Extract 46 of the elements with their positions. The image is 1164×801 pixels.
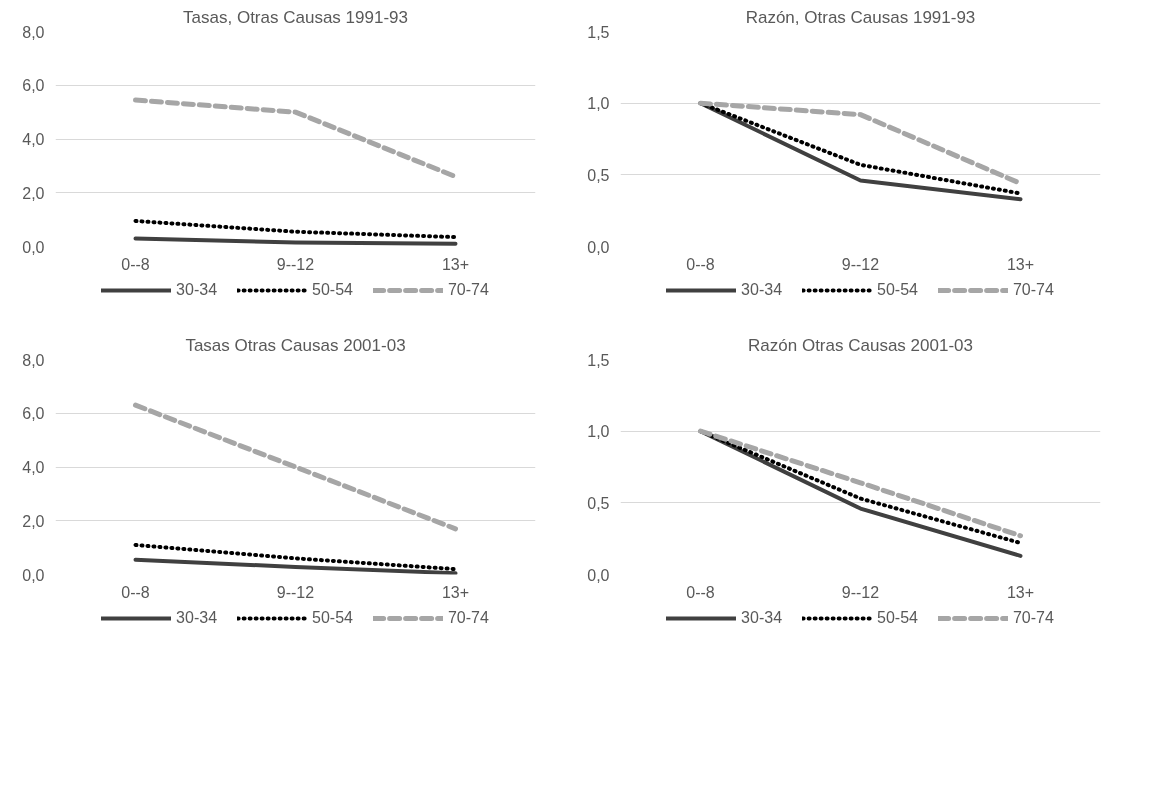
y-tick-label: 2,0	[22, 184, 45, 202]
legend-label: 50-54	[877, 280, 918, 300]
chart-title: Razón Otras Causas 2001-03	[748, 335, 973, 355]
legend-label: 50-54	[877, 608, 918, 628]
x-tick-label: 9--12	[276, 583, 315, 601]
legend-label: 30-34	[741, 608, 783, 628]
y-tick-label: 1,5	[587, 351, 610, 369]
y-tick-label: 6,0	[22, 405, 45, 423]
y-tick-label: 0,0	[22, 238, 45, 256]
x-tick-label: 13+	[1006, 255, 1035, 273]
x-tick-label: 0--8	[121, 255, 150, 273]
y-tick-label: 4,0	[22, 459, 45, 476]
chart-title: Tasas, Otras Causas 1991-93	[183, 7, 408, 27]
legend-label: 70-74	[1012, 280, 1054, 300]
x-tick-label: 13+	[441, 583, 470, 601]
x-tick-label: 9--12	[841, 255, 880, 273]
legend-label: 70-74	[447, 280, 489, 300]
x-tick-label: 0--8	[686, 255, 715, 273]
y-tick-label: 2,0	[22, 512, 45, 530]
legend-label: 50-54	[312, 280, 353, 300]
legend-label: 70-74	[1012, 608, 1054, 628]
legend-label: 70-74	[447, 608, 489, 628]
legend-label: 30-34	[176, 280, 218, 300]
x-tick-label: 13+	[1006, 583, 1035, 601]
x-tick-label: 0--8	[121, 583, 150, 601]
y-tick-label: 0,0	[587, 566, 610, 584]
y-tick-label: 8,0	[22, 23, 45, 41]
y-tick-label: 8,0	[22, 351, 45, 369]
legend-label: 50-54	[312, 608, 353, 628]
legend-label: 30-34	[176, 608, 218, 628]
chart-title: Tasas Otras Causas 2001-03	[185, 335, 406, 355]
x-tick-label: 9--12	[276, 255, 315, 273]
y-tick-label: 0,0	[587, 238, 610, 256]
legend-label: 30-34	[741, 280, 783, 300]
y-tick-label: 1,0	[587, 423, 610, 441]
chart-title: Razón, Otras Causas 1991-93	[745, 7, 976, 27]
x-tick-label: 13+	[441, 255, 470, 273]
x-tick-label: 9--12	[841, 583, 880, 601]
y-tick-label: 1,0	[587, 95, 610, 113]
y-tick-label: 6,0	[22, 77, 45, 95]
y-tick-label: 4,0	[22, 131, 45, 148]
y-tick-label: 1,5	[587, 23, 610, 41]
y-tick-label: 0,5	[587, 166, 610, 184]
y-tick-label: 0,5	[587, 494, 610, 512]
y-tick-label: 0,0	[22, 566, 45, 584]
x-tick-label: 0--8	[686, 583, 715, 601]
